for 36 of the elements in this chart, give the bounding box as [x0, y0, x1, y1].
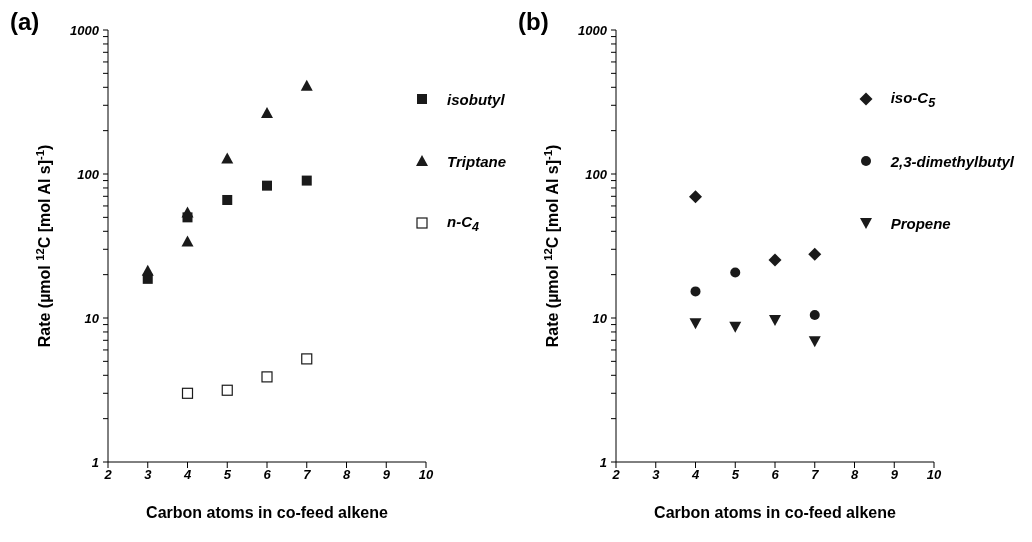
- x-axis-title: Carbon atoms in co-feed alkene: [654, 504, 897, 521]
- legend-label: Propene: [890, 214, 951, 232]
- y-tick-label: 1000: [70, 23, 100, 38]
- x-axis-title: Carbon atoms in co-feed alkene: [146, 504, 389, 521]
- x-tick-label: 6: [771, 467, 780, 483]
- legend-label: isobutyl: [447, 90, 505, 108]
- y-tick-label: 1000: [578, 23, 608, 38]
- y-tick-label: 100: [77, 167, 100, 182]
- x-tick-label: 3: [652, 467, 661, 483]
- x-tick-label: 5: [223, 467, 232, 483]
- legend-label: Triptane: [447, 152, 506, 170]
- y-tick-label: 10: [84, 311, 100, 326]
- x-tick-label: 8: [342, 467, 351, 483]
- y-tick-label: 1: [599, 455, 607, 470]
- y-tick-label: 1: [91, 455, 99, 470]
- legend-label: iso-C$_{5}$: [890, 88, 936, 110]
- y-tick-label: 10: [592, 311, 608, 326]
- x-tick-label: 2: [611, 467, 621, 483]
- chart-title: (a): [10, 8, 40, 36]
- x-tick-label: 7: [303, 467, 312, 483]
- y-tick-label: 100: [585, 167, 608, 182]
- x-tick-label: 10: [418, 467, 434, 483]
- legend-label: n-C$_{4}$: [447, 212, 480, 234]
- x-tick-label: 9: [890, 467, 899, 483]
- x-tick-label: 9: [382, 467, 391, 483]
- x-tick-label: 2: [103, 467, 113, 483]
- x-tick-label: 5: [731, 467, 740, 483]
- x-tick-label: 4: [690, 467, 700, 483]
- x-tick-label: 4: [182, 467, 192, 483]
- x-tick-label: 6: [263, 467, 272, 483]
- x-tick-label: 10: [926, 467, 942, 483]
- x-tick-label: 7: [811, 467, 820, 483]
- chart-title: (b): [518, 8, 549, 36]
- x-tick-label: 3: [144, 467, 153, 483]
- legend-label: 2,3-dimethylbutyl: [890, 152, 1014, 170]
- x-tick-label: 8: [850, 467, 859, 483]
